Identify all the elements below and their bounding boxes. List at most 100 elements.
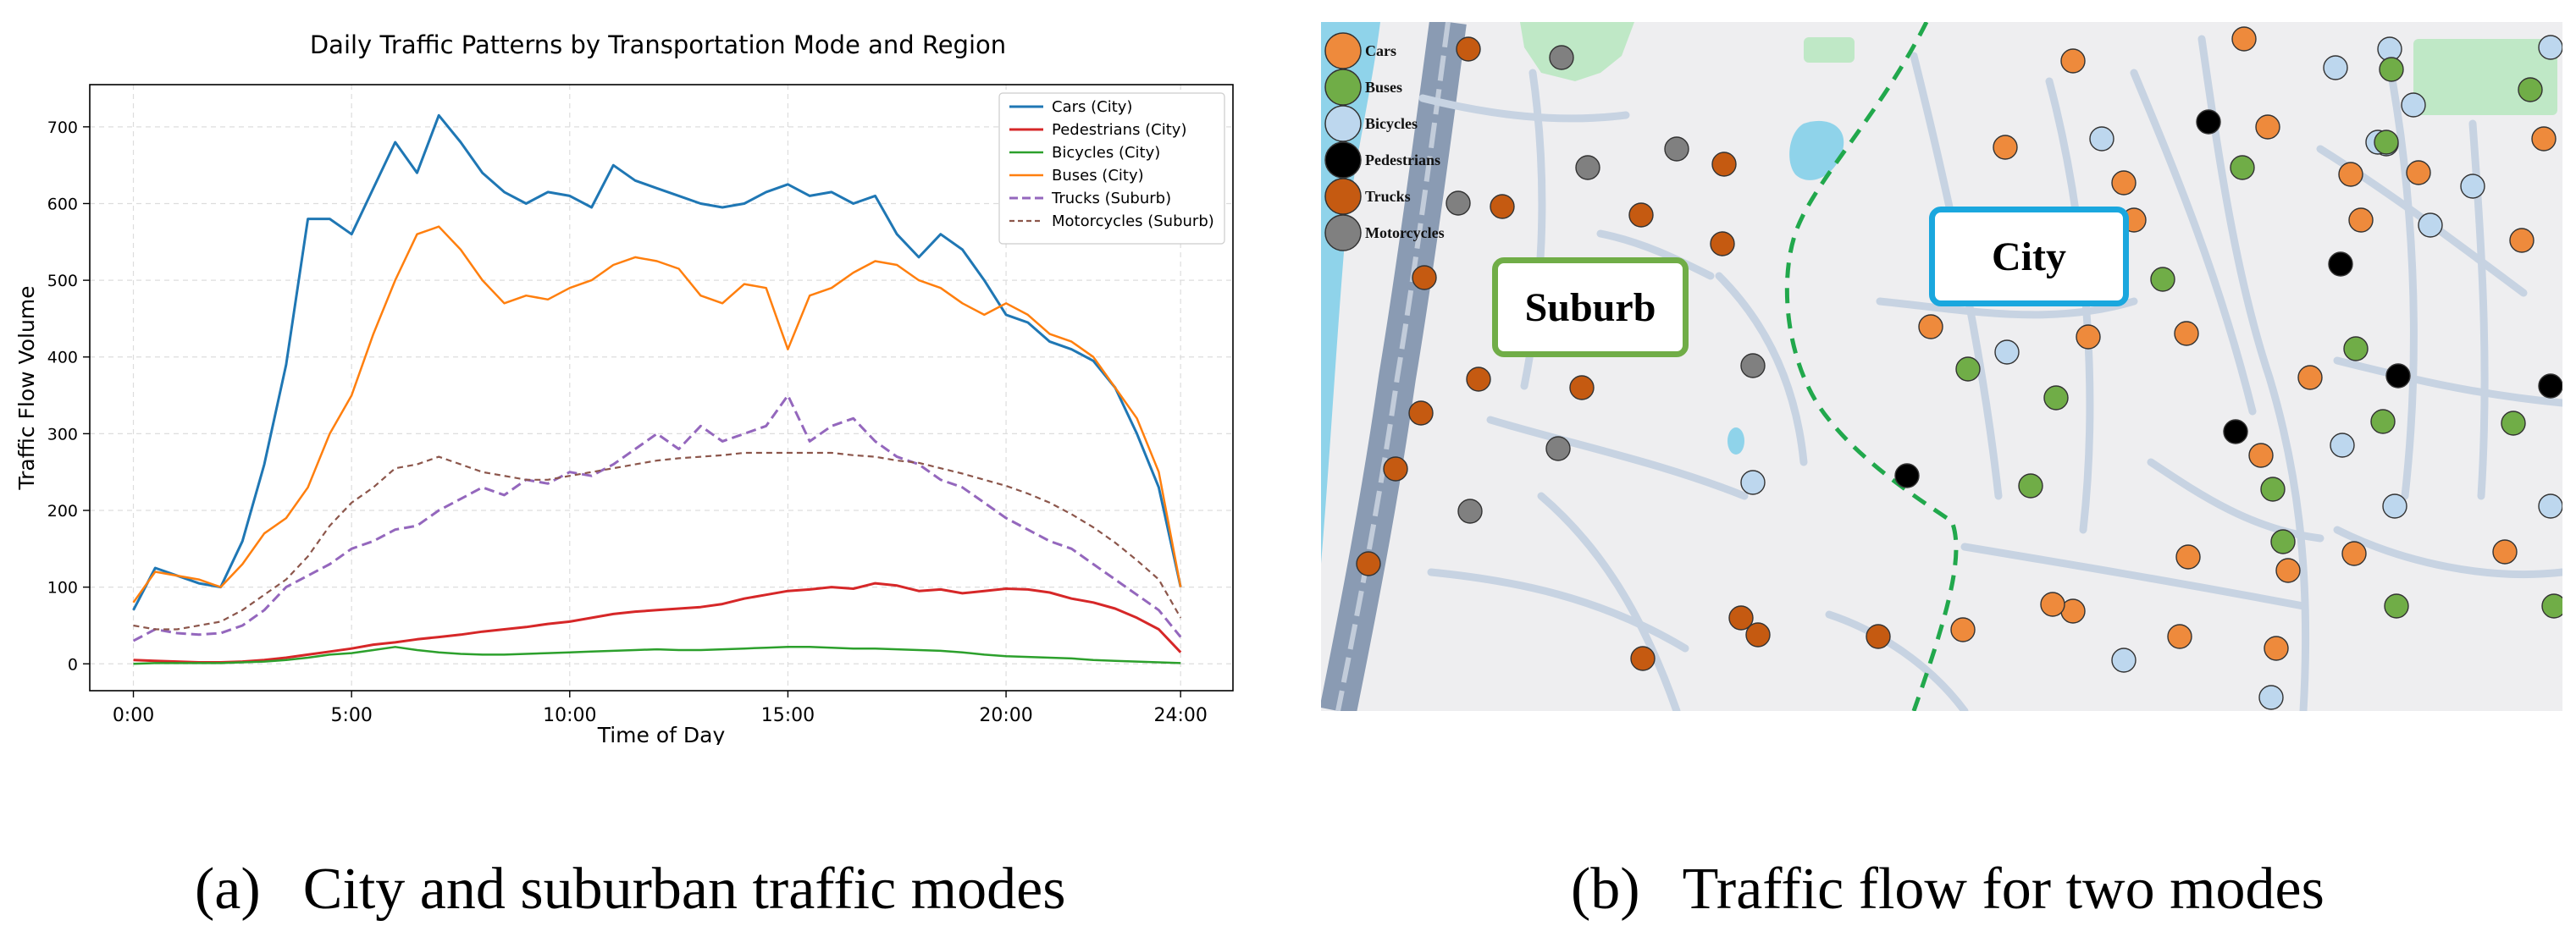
map-marker-trucks	[1412, 265, 1437, 290]
legend-label: Trucks (Suburb)	[1051, 190, 1171, 207]
series-line	[132, 113, 1182, 611]
map-marker-cars	[2167, 624, 2192, 649]
map-marker-cars	[2076, 324, 2101, 350]
map-marker-buses	[2518, 77, 2543, 102]
map-marker-bicycles	[2330, 433, 2355, 458]
map-marker-pedestrians	[2385, 363, 2411, 389]
map-legend-marker	[1324, 69, 1362, 106]
series-line	[132, 225, 1182, 604]
map-legend-marker	[1324, 141, 1362, 179]
y-tick-label: 300	[47, 425, 78, 444]
legend-label: Buses (City)	[1052, 167, 1144, 185]
legend-box	[998, 92, 1225, 245]
map-legend-marker	[1324, 178, 1362, 215]
map-marker-buses	[2501, 411, 2526, 436]
map-marker-buses	[2270, 529, 2296, 554]
caption-a: (a) City and suburban traffic modes	[165, 801, 1065, 919]
map-marker-trucks	[1569, 375, 1595, 400]
map-marker-trucks	[1728, 605, 1754, 631]
map-marker-cars	[2111, 170, 2137, 196]
map-legend-marker	[1324, 214, 1362, 251]
map-marker-trucks	[1628, 202, 1654, 228]
caption-b-label: (b)	[1571, 857, 1640, 922]
series-line	[133, 646, 1181, 665]
caption-a-text: City and suburban traffic modes	[302, 857, 1066, 922]
map-marker-bicycles	[2111, 648, 2137, 673]
x-tick-label: 15:00	[761, 705, 815, 726]
map-marker-trucks	[1711, 152, 1737, 177]
y-tick-label: 200	[47, 502, 78, 521]
map-marker-cars	[2255, 114, 2280, 140]
map-marker-pedestrians	[2538, 373, 2562, 399]
legend-label: Pedestrians (City)	[1052, 121, 1187, 139]
map-marker-cars	[2492, 539, 2518, 565]
traffic-map-panel: Cars Buses Bicycles Pedestrians Trucks Motorc…	[1321, 22, 2562, 711]
map-marker-pedestrians	[2223, 419, 2248, 444]
map-marker-pedestrians	[2328, 251, 2353, 277]
map-marker-buses	[1955, 356, 1981, 382]
map-marker-buses	[2260, 477, 2286, 502]
highway-lanes	[1335, 22, 1451, 711]
map-marker-cars	[2264, 636, 2289, 661]
map-marker-motorcycles	[1740, 353, 1766, 378]
map-legend-label: Pedestrians	[1365, 152, 1440, 168]
x-axis-label: Time of Day	[597, 723, 726, 745]
city-label: City	[1929, 207, 2129, 306]
map-marker-cars	[2406, 160, 2431, 185]
map-marker-bicycles	[2538, 35, 2562, 60]
map-marker-cars	[2175, 544, 2201, 570]
y-tick-label: 400	[47, 349, 78, 367]
map-marker-trucks	[1866, 624, 1891, 649]
transport-markers	[1356, 26, 2562, 710]
caption-b: (b) Traffic flow for two modes	[1541, 801, 2324, 919]
map-marker-buses	[2343, 336, 2369, 361]
map-marker-buses	[2374, 130, 2399, 155]
chart-legend: Cars (City) Pedestrians (City) Bicycles (C…	[998, 92, 1225, 245]
series-line	[132, 394, 1182, 642]
map-marker-buses	[2370, 409, 2396, 434]
map-marker-buses	[2541, 593, 2562, 619]
map-marker-buses	[2018, 473, 2043, 499]
map-marker-buses	[2230, 155, 2255, 180]
legend-label: Motorcycles (Suburb)	[1052, 212, 1214, 230]
map-marker-cars	[1918, 314, 1943, 339]
x-tick-label: 10:00	[543, 705, 596, 726]
map-marker-bicycles	[2460, 174, 2485, 199]
park-area	[1804, 37, 1855, 63]
map-marker-bicycles	[1740, 470, 1766, 495]
map-marker-motorcycles	[1549, 45, 1574, 70]
map-marker-trucks	[1456, 36, 1481, 62]
map-marker-motorcycles	[1575, 155, 1600, 180]
map-marker-cars	[2341, 541, 2367, 566]
map-marker-cars	[2174, 321, 2199, 346]
map-marker-bicycles	[2258, 685, 2284, 710]
suburb-label: Suburb	[1492, 257, 1689, 357]
map-legend-label: Motorcycles	[1365, 224, 1445, 241]
map-marker-pedestrians	[1894, 463, 1920, 488]
y-tick-label: 100	[47, 579, 78, 598]
park-area	[1520, 22, 1634, 81]
map-marker-motorcycles	[1545, 436, 1571, 461]
map-marker-bicycles	[2382, 493, 2407, 519]
x-tick-label: 20:00	[979, 705, 1032, 726]
map-marker-cars	[2040, 592, 2065, 617]
map-marker-bicycles	[2401, 92, 2426, 118]
x-tick-label: 0:00	[113, 705, 154, 726]
map-marker-cars	[2297, 365, 2323, 390]
map-marker-trucks	[1745, 622, 1771, 648]
map-marker-trucks	[1710, 231, 1735, 256]
map-legend-label: Cars	[1365, 42, 1396, 59]
map-marker-cars	[2531, 126, 2557, 152]
lake-shape	[1789, 120, 1844, 180]
series-line	[133, 582, 1182, 664]
traffic-line-chart: Daily Traffic Patterns by Transportation…	[0, 0, 1262, 747]
x-tick-label: 24:00	[1153, 705, 1207, 726]
map-marker-cars	[2060, 48, 2086, 74]
map-marker-cars	[1950, 617, 1976, 642]
legend-label: Bicycles (City)	[1052, 144, 1160, 162]
map-marker-motorcycles	[1457, 499, 1483, 524]
map-marker-motorcycles	[1446, 190, 1471, 216]
map-marker-bicycles	[1994, 339, 2020, 365]
map-marker-trucks	[1490, 194, 1515, 219]
line-chart-panel: Daily Traffic Patterns by Transportation…	[0, 0, 1262, 747]
